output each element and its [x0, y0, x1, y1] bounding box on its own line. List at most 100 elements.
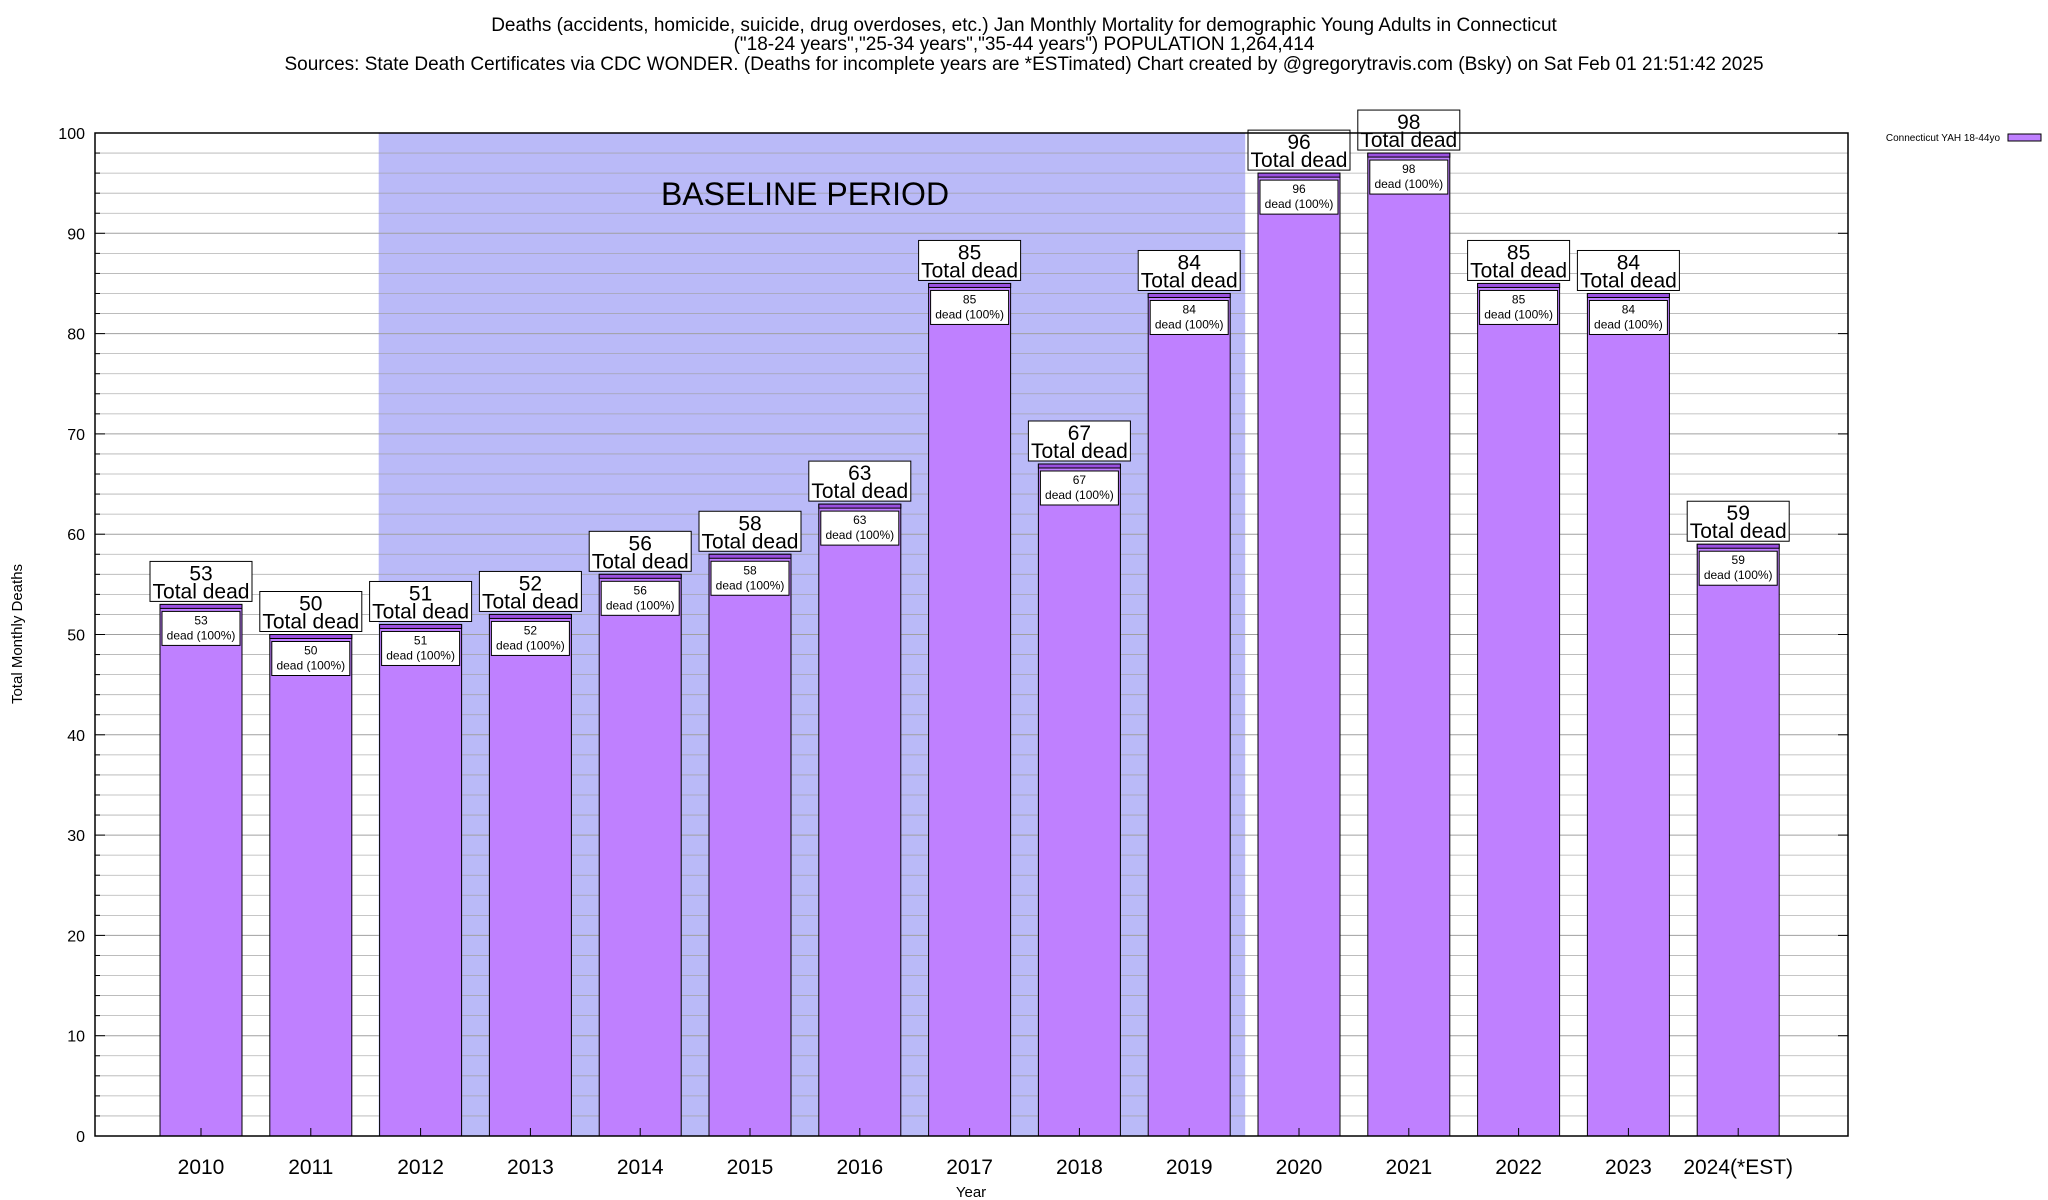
segment-label-box — [930, 289, 1010, 325]
bar-cap — [1147, 292, 1231, 298]
total-label-box — [698, 510, 802, 552]
segment-label-box — [1149, 299, 1229, 335]
segment-label-text: dead (100%) — [1045, 488, 1114, 502]
x-tick-label: 2012 — [397, 1156, 444, 1179]
total-label-text: Total dead — [262, 611, 359, 634]
total-label-value: 98 — [1397, 111, 1420, 134]
segment-label-box — [1369, 159, 1449, 195]
y-tick-label: 80 — [67, 327, 85, 344]
x-tick-label: 2013 — [507, 1156, 554, 1179]
total-label-box — [808, 460, 912, 502]
segment-label-value: 58 — [743, 563, 757, 577]
bar-cap — [1037, 463, 1121, 469]
segment-label-text: dead (100%) — [1155, 317, 1224, 331]
bar-cap — [708, 553, 792, 559]
x-tick-label: 2011 — [288, 1156, 333, 1179]
segment-label-value: 84 — [1622, 302, 1636, 316]
bar — [1257, 172, 1341, 1137]
total-label-box — [369, 580, 473, 622]
bar — [269, 634, 353, 1137]
bar-cap — [1696, 543, 1780, 549]
x-tick-label: 2023 — [1605, 1156, 1652, 1179]
total-label-text: Total dead — [592, 550, 689, 573]
segment-label-text: dead (100%) — [825, 528, 894, 542]
total-label-value: 58 — [738, 512, 761, 535]
segment-label-box — [820, 510, 900, 546]
segment-label-box — [1588, 299, 1668, 335]
segment-label-text: dead (100%) — [167, 628, 236, 642]
total-label-value: 84 — [1617, 251, 1641, 274]
total-label-text: Total dead — [1360, 129, 1457, 152]
y-tick-label: 60 — [67, 527, 85, 544]
bar-cap — [159, 603, 243, 609]
total-label-box — [1247, 129, 1351, 171]
total-label-box — [588, 530, 692, 572]
segment-label-value: 56 — [634, 583, 648, 597]
total-label-box — [478, 570, 582, 612]
legend-label: Connecticut YAH 18-44yo — [1886, 133, 2001, 144]
segment-label-value: 67 — [1073, 473, 1087, 487]
y-tick-label: 40 — [67, 728, 85, 745]
total-label-value: 85 — [1507, 241, 1530, 264]
segment-label-box — [1698, 550, 1778, 586]
segment-label-box — [710, 560, 790, 596]
y-tick-label: 20 — [67, 928, 85, 945]
bar — [1696, 543, 1780, 1137]
chart-title: Deaths (accidents, homicide, suicide, dr… — [491, 15, 1557, 36]
total-label-value: 59 — [1727, 502, 1750, 525]
segment-label-value: 98 — [1402, 162, 1416, 176]
x-tick-label: 2022 — [1495, 1156, 1542, 1179]
total-label-value: 85 — [958, 241, 981, 264]
x-tick-label: 2014 — [617, 1156, 664, 1179]
total-label-value: 63 — [848, 462, 871, 485]
segment-label-value: 52 — [524, 623, 538, 637]
y-tick-label: 100 — [58, 126, 85, 143]
total-label-box — [918, 239, 1022, 281]
segment-label-text: dead (100%) — [1265, 197, 1334, 211]
segment-label-box — [381, 630, 461, 666]
bar — [598, 573, 682, 1137]
total-label-box — [1137, 249, 1241, 291]
segment-label-text: dead (100%) — [935, 307, 1004, 321]
bar-cap — [818, 503, 902, 509]
y-tick-label: 50 — [67, 628, 85, 645]
bar — [379, 623, 463, 1137]
segment-label-value: 96 — [1292, 182, 1306, 196]
x-tick-label: 2019 — [1166, 1156, 1213, 1179]
total-label-text: Total dead — [1251, 149, 1348, 172]
segment-label-box — [1479, 289, 1559, 325]
segment-label-text: dead (100%) — [606, 598, 675, 612]
bar — [1367, 152, 1451, 1137]
segment-label-text: dead (100%) — [1484, 307, 1553, 321]
y-tick-label: 70 — [67, 427, 85, 444]
segment-label-box — [600, 580, 680, 616]
y-tick-label: 90 — [67, 226, 85, 243]
total-label-text: Total dead — [1470, 259, 1567, 282]
total-label-text: Total dead — [702, 530, 799, 553]
x-tick-label: 2021 — [1385, 1156, 1432, 1179]
x-tick-label: 2015 — [727, 1156, 774, 1179]
total-label-value: 67 — [1068, 422, 1091, 445]
segment-label-value: 53 — [194, 613, 208, 627]
total-label-value: 50 — [299, 593, 322, 616]
legend-swatch — [2007, 133, 2042, 142]
y-tick-label: 0 — [76, 1129, 85, 1146]
total-label-value: 84 — [1178, 251, 1202, 274]
segment-label-box — [1259, 179, 1339, 215]
total-label-box — [259, 591, 363, 632]
baseline-period-label: BASELINE PERIOD — [661, 176, 949, 212]
bar — [1037, 463, 1121, 1137]
total-label-value: 96 — [1287, 131, 1310, 154]
bar — [1147, 292, 1231, 1137]
x-axis-title: Year — [956, 1184, 986, 1200]
y-tick-label: 30 — [67, 828, 85, 845]
y-tick-label: 10 — [67, 1029, 85, 1046]
total-label-value: 52 — [519, 572, 542, 595]
segment-label-text: dead (100%) — [716, 578, 785, 592]
bar-cap — [379, 623, 463, 629]
bar-cap — [488, 613, 572, 619]
chart-source-line: Sources: State Death Certificates via CD… — [284, 54, 1763, 75]
bar — [1477, 282, 1561, 1137]
segment-label-value: 50 — [304, 644, 318, 658]
